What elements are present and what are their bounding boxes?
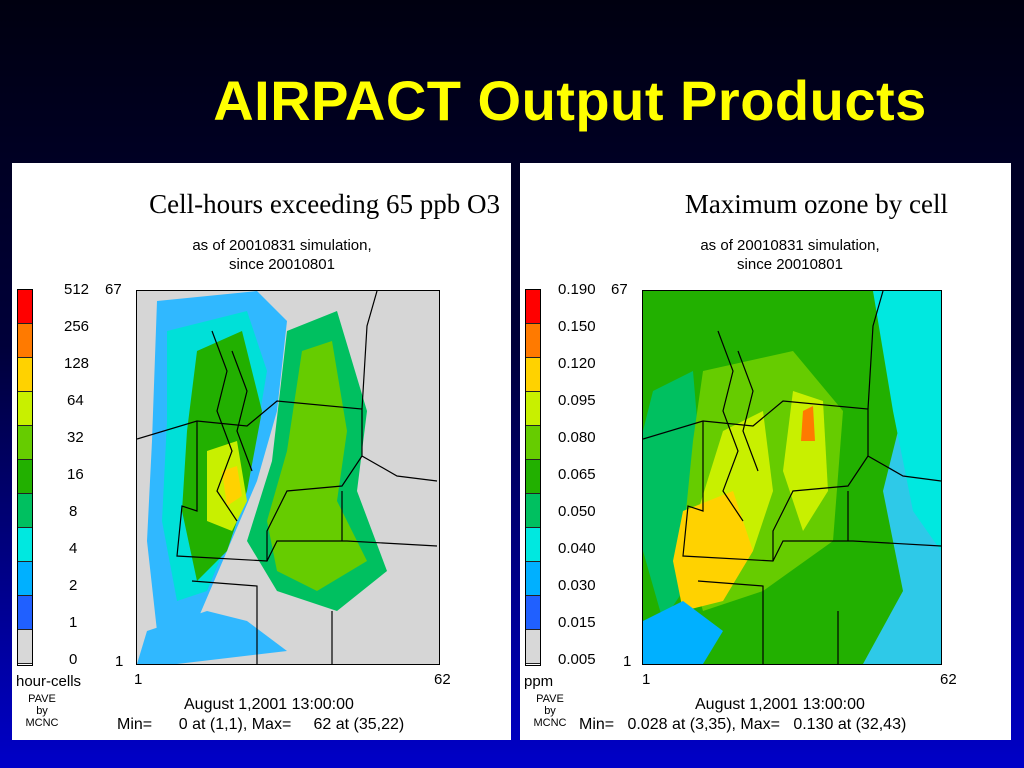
legend-swatch [526, 494, 540, 528]
credit-line: MCNC [25, 717, 59, 729]
pave-credit: PAVE by MCNC [530, 693, 570, 729]
legend-tick: 16 [67, 466, 84, 483]
legend-swatch [18, 324, 32, 358]
legend-tick: 0.095 [558, 392, 596, 409]
pave-credit: PAVE by MCNC [22, 693, 62, 729]
legend-unit: hour-cells [16, 673, 82, 690]
legend-swatch [526, 596, 540, 630]
legend-swatch [526, 426, 540, 460]
legend-swatch [526, 460, 540, 494]
legend-tick: 0.050 [558, 503, 596, 520]
panel-max-ozone: Maximum ozone by cell as of 20010831 sim… [520, 163, 1011, 740]
legend-tick: 2 [69, 577, 78, 594]
color-legend [525, 289, 541, 666]
legend-tick: 0 [69, 651, 78, 668]
axis-ymin: 1 [115, 653, 124, 670]
credit-line: PAVE [28, 693, 56, 705]
axis-xmin: 1 [642, 671, 651, 688]
axis-ymax: 67 [105, 281, 122, 298]
legend-swatch [18, 358, 32, 392]
legend-swatch [526, 630, 540, 664]
legend-swatch [18, 392, 32, 426]
legend-tick: 256 [64, 318, 90, 335]
map-cell-hours [136, 290, 440, 665]
legend-tick: 4 [69, 540, 78, 557]
credit-line: PAVE [536, 693, 564, 705]
axis-xmin: 1 [134, 671, 143, 688]
subtitle-line-2: since 20010801 [229, 256, 335, 273]
axis-ymax: 67 [611, 281, 628, 298]
legend-tick: 0.005 [558, 651, 596, 668]
map-field [643, 291, 941, 664]
legend-swatch [526, 392, 540, 426]
legend-swatch [18, 460, 32, 494]
slide-title: AIRPACT Output Products [213, 69, 927, 132]
legend-swatch [526, 528, 540, 562]
credit-line: MCNC [533, 717, 567, 729]
legend-swatch [526, 358, 540, 392]
legend-tick: 32 [67, 429, 84, 446]
credit-line: by [544, 705, 556, 717]
credit-line: by [36, 705, 48, 717]
panel-title: Maximum ozone by cell [684, 189, 948, 219]
legend-tick: 1 [69, 614, 78, 631]
legend-tick: 0.190 [558, 281, 596, 298]
color-legend [17, 289, 33, 666]
legend-swatch [526, 290, 540, 324]
legend-tick: 128 [64, 355, 90, 372]
legend-swatch [18, 494, 32, 528]
legend-tick: 0.015 [558, 614, 596, 631]
axis-xmax: 62 [434, 671, 451, 688]
legend-swatch [18, 290, 32, 324]
legend-swatch [18, 528, 32, 562]
legend-swatch [18, 562, 32, 596]
legend-swatch [18, 426, 32, 460]
subtitle-line-1: as of 20010831 simulation, [700, 237, 880, 254]
legend-swatch [18, 630, 32, 664]
panel-cell-hours: Cell-hours exceeding 65 ppb O3 as of 200… [12, 163, 511, 740]
map-field [137, 291, 438, 664]
legend-tick: 0.030 [558, 577, 596, 594]
panel-subtitle: as of 20010831 simulation, since 2001080… [670, 236, 910, 274]
legend-unit: ppm [524, 673, 554, 690]
panel-subtitle: as of 20010831 simulation, since 2001080… [162, 236, 402, 274]
legend-tick: 64 [67, 392, 84, 409]
min-max-readout: Min= 0 at (1,1), Max= 62 at (35,22) [117, 716, 405, 733]
legend-tick: 0.040 [558, 540, 596, 557]
legend-tick: 512 [64, 281, 90, 298]
min-max-readout: Min= 0.028 at (3,35), Max= 0.130 at (32,… [579, 716, 907, 733]
legend-tick: 8 [69, 503, 78, 520]
subtitle-line-2: since 20010801 [737, 256, 843, 273]
legend-swatch [526, 562, 540, 596]
legend-swatch [18, 596, 32, 630]
axis-ymin: 1 [623, 653, 632, 670]
legend-tick: 0.120 [558, 355, 596, 372]
legend-tick: 0.150 [558, 318, 596, 335]
legend-tick: 0.080 [558, 429, 596, 446]
timestamp: August 1,2001 13:00:00 [695, 696, 865, 713]
subtitle-line-1: as of 20010831 simulation, [192, 237, 372, 254]
legend-swatch [526, 324, 540, 358]
timestamp: August 1,2001 13:00:00 [184, 696, 354, 713]
map-max-ozone [642, 290, 942, 665]
panel-title: Cell-hours exceeding 65 ppb O3 [149, 189, 500, 219]
axis-xmax: 62 [940, 671, 957, 688]
legend-tick: 0.065 [558, 466, 596, 483]
